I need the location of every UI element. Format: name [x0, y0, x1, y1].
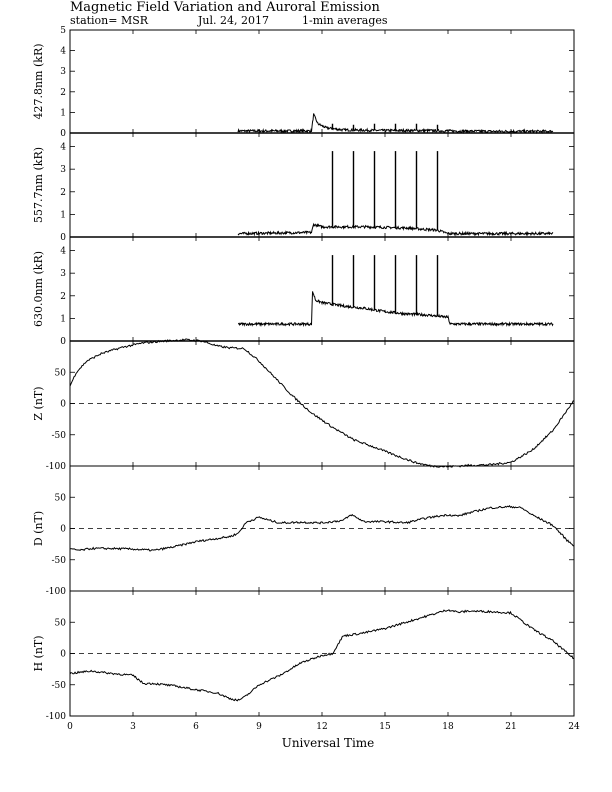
y-tick-label: -50: [52, 681, 67, 691]
y-tick-label: 0: [60, 400, 66, 410]
y-tick-label: 0: [60, 129, 66, 139]
x-axis-title: Universal Time: [282, 736, 375, 750]
y-tick-label: -100: [46, 712, 66, 722]
panel-frame: [69, 132, 575, 238]
y-tick-label: 50: [55, 618, 67, 628]
y-tick-label: 2: [60, 292, 66, 302]
panel-5: -100 -50 0 50 D (nT): [32, 465, 575, 597]
y-axis-label: H (nT): [32, 635, 45, 671]
y-tick-label: 4: [60, 47, 66, 57]
y-tick-label: -50: [52, 556, 67, 566]
x-tick-label: 6: [193, 722, 199, 732]
averaging-label: 1-min averages: [302, 14, 388, 27]
y-tick-label: 5: [60, 26, 66, 36]
y-tick-label: 3: [60, 165, 66, 175]
y-tick-label: 0: [60, 650, 66, 660]
series-line-1: [237, 291, 554, 328]
panel-4: -100 -50 0 50 Z (nT): [32, 338, 575, 472]
y-tick-label: -50: [52, 431, 67, 441]
y-tick-label: 1: [60, 108, 66, 118]
x-tick-label: 9: [256, 722, 262, 732]
figure-title: Magnetic Field Variation and Auroral Emi…: [70, 0, 380, 15]
y-tick-label: 4: [60, 143, 66, 153]
y-tick-label: 1: [60, 314, 66, 324]
y-tick-label: 50: [55, 368, 67, 378]
series-line-1: [69, 505, 575, 552]
y-tick-label: 0: [60, 233, 66, 243]
y-axis-label: D (nT): [32, 511, 45, 546]
y-axis-label: 630.0nm (kR): [32, 251, 45, 327]
y-tick-label: 3: [60, 67, 66, 77]
panel-6: -100 -50 0 50 H (nT): [32, 590, 575, 722]
series-line-1: [69, 338, 575, 468]
y-tick-label: -100: [46, 462, 66, 472]
y-tick-label: 3: [60, 269, 66, 279]
panel-3: 0 1 2 3 4 630.0nm (kR): [32, 236, 575, 347]
station-label: station= MSR: [70, 14, 149, 27]
y-tick-label: 4: [60, 247, 66, 257]
y-tick-label: 50: [55, 493, 67, 503]
y-tick-label: 0: [60, 337, 66, 347]
series-line-1: [69, 609, 575, 702]
y-tick-label: -100: [46, 587, 66, 597]
panel-frame: [69, 29, 575, 134]
x-tick-label: 0: [67, 722, 73, 732]
x-tick-label: 12: [316, 722, 327, 732]
y-tick-label: 2: [60, 188, 66, 198]
x-tick-label: 15: [379, 722, 391, 732]
y-tick-label: 0: [60, 525, 66, 535]
y-tick-label: 2: [60, 88, 66, 98]
y-axis-label: 557.7nm (kR): [32, 147, 45, 223]
x-tick-label: 18: [442, 722, 454, 732]
date-label: Jul. 24, 2017: [197, 14, 269, 27]
panel-2: 0 1 2 3 4 557.7nm (kR): [32, 132, 575, 243]
x-tick-label: 24: [568, 722, 580, 732]
series-line-1: [237, 222, 554, 237]
y-tick-label: 1: [60, 210, 66, 220]
y-axis-label: Z (nT): [32, 386, 45, 420]
panel-1: 0 1 2 3 4 5 427.8nm (kR): [32, 26, 575, 139]
x-tick-label: 21: [505, 722, 516, 732]
x-tick-label: 3: [130, 722, 136, 732]
y-axis-label: 427.8nm (kR): [32, 43, 45, 119]
